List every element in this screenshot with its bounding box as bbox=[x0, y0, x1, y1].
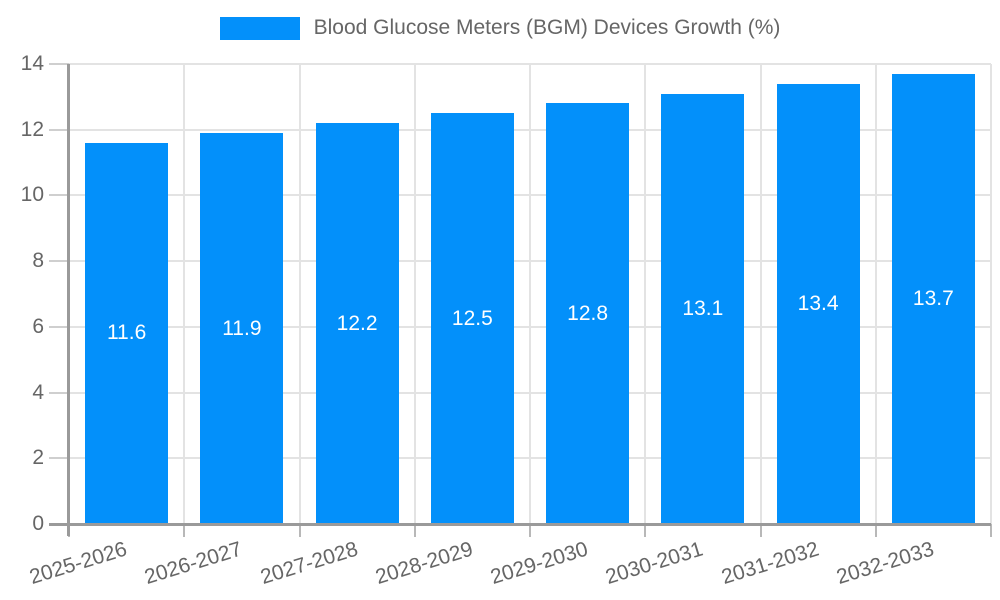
x-tick-label: 2027-2028 bbox=[257, 537, 361, 589]
bar-value-label: 13.4 bbox=[797, 291, 839, 315]
y-tick-mark bbox=[49, 128, 69, 131]
x-tick-mark bbox=[413, 524, 416, 537]
y-tick-label: 8 bbox=[32, 249, 44, 273]
x-tick-label: 2030-2031 bbox=[603, 537, 707, 589]
x-tick-label: 2028-2029 bbox=[372, 537, 476, 589]
bar[interactable]: 12.8 bbox=[546, 103, 630, 524]
y-tick-mark bbox=[49, 63, 69, 65]
bar-value-label: 12.5 bbox=[451, 306, 493, 330]
x-tick-mark bbox=[183, 524, 186, 537]
bar[interactable]: 12.2 bbox=[315, 123, 399, 524]
bar-value-label: 11.6 bbox=[106, 321, 147, 345]
y-tick-label: 12 bbox=[20, 117, 44, 141]
bar[interactable]: 13.4 bbox=[776, 83, 860, 524]
bar-value-label: 12.2 bbox=[336, 311, 378, 335]
x-tick-label: 2025-2026 bbox=[27, 537, 130, 589]
y-tick-label: 2 bbox=[32, 446, 44, 470]
x-tick-mark bbox=[759, 524, 762, 537]
v-gridline bbox=[413, 64, 416, 524]
y-tick-mark bbox=[49, 391, 69, 394]
x-axis-line bbox=[49, 523, 991, 526]
y-axis-line bbox=[67, 64, 70, 536]
x-axis-labels: 2025-2026 2026-2027 2027-2028 2028-2029 2029… bbox=[27, 536, 991, 600]
bar[interactable]: 12.5 bbox=[430, 113, 514, 524]
bar[interactable]: 13.7 bbox=[891, 73, 975, 524]
x-tick-label: 2026-2027 bbox=[142, 537, 246, 589]
y-tick-label: 14 bbox=[20, 52, 44, 75]
y-axis-labels: 0 2 4 6 8 10 12 14 bbox=[0, 52, 44, 535]
bar-value-label: 13.7 bbox=[912, 286, 954, 310]
bar-value-label: 11.9 bbox=[222, 316, 262, 340]
bar[interactable]: 11.6 bbox=[85, 142, 169, 524]
bar-value-label: 12.8 bbox=[567, 301, 609, 325]
v-gridline bbox=[529, 64, 531, 524]
x-tick-mark bbox=[644, 524, 647, 537]
v-gridline bbox=[183, 64, 186, 524]
x-tick-mark bbox=[529, 524, 531, 537]
plot-area: 11.6 11.9 12.2 12.5 12.8 13.1 13.4 13.7 bbox=[49, 63, 992, 537]
v-gridline bbox=[990, 64, 992, 524]
y-tick-mark bbox=[49, 457, 69, 460]
y-tick-label: 0 bbox=[32, 512, 44, 535]
v-gridline bbox=[644, 64, 647, 524]
bar[interactable]: 11.9 bbox=[200, 133, 284, 524]
legend-label: Blood Glucose Meters (BGM) Devices Growt… bbox=[313, 16, 781, 39]
v-gridline bbox=[298, 64, 301, 524]
chart-legend[interactable]: Blood Glucose Meters (BGM) Devices Growt… bbox=[0, 16, 1000, 40]
x-tick-label: 2031-2032 bbox=[718, 537, 822, 589]
y-tick-mark bbox=[49, 194, 69, 197]
y-tick-label: 6 bbox=[32, 314, 44, 338]
x-tick-label: 2032-2033 bbox=[833, 537, 937, 589]
bar[interactable]: 13.1 bbox=[661, 93, 745, 524]
v-gridline bbox=[759, 64, 762, 524]
y-tick-mark bbox=[49, 260, 69, 263]
x-tick-label: 2029-2030 bbox=[488, 537, 591, 589]
x-tick-mark bbox=[990, 524, 992, 537]
y-tick-mark bbox=[49, 325, 69, 328]
x-tick-mark bbox=[874, 524, 877, 537]
legend-swatch bbox=[219, 16, 300, 40]
y-tick-label: 4 bbox=[32, 380, 44, 404]
y-tick-label: 10 bbox=[20, 183, 44, 207]
bar-value-label: 13.1 bbox=[682, 296, 724, 320]
v-gridline bbox=[874, 64, 877, 524]
x-tick-mark bbox=[298, 524, 301, 537]
